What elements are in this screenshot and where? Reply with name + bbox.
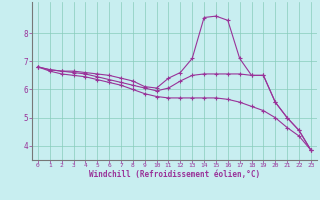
X-axis label: Windchill (Refroidissement éolien,°C): Windchill (Refroidissement éolien,°C) (89, 170, 260, 179)
